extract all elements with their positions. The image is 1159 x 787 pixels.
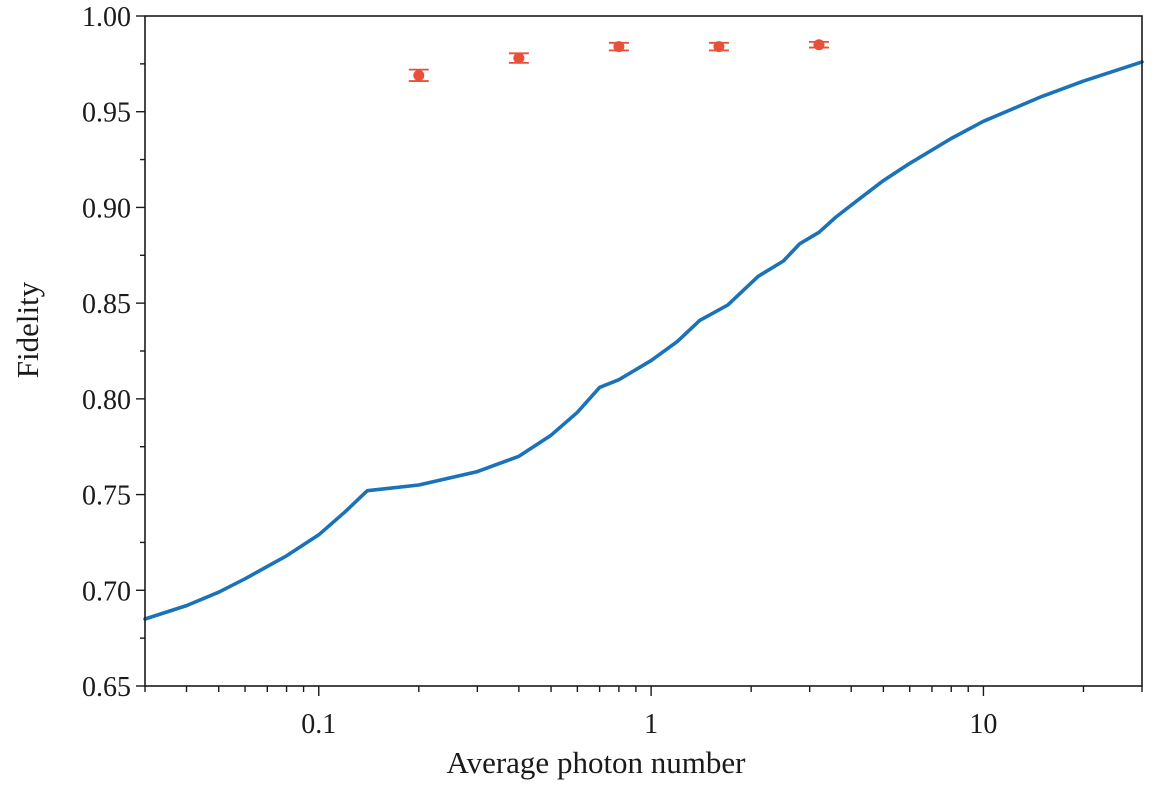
y-tick-label: 0.75 xyxy=(82,481,131,512)
data-point xyxy=(513,52,525,64)
series-line-0 xyxy=(143,60,1144,621)
data-point xyxy=(813,39,825,51)
y-tick-label: 1.00 xyxy=(82,2,131,33)
data-point-group xyxy=(508,52,529,64)
x-tick-label: 10 xyxy=(969,709,997,740)
data-point xyxy=(413,69,425,81)
data-point-group xyxy=(608,41,629,53)
y-tick-label: 0.95 xyxy=(82,98,131,129)
y-tick-label: 0.90 xyxy=(82,193,131,224)
tick-labels: 0.65 0.70 0.75 0.80 0.85 0.90 0.95 1.00 0.1 1 10 xyxy=(82,2,997,740)
data-point xyxy=(613,41,625,53)
x-tick-label: 1 xyxy=(644,709,658,740)
x-tick-label: 0.1 xyxy=(301,709,336,740)
y-tick-label: 0.70 xyxy=(82,576,131,607)
y-tick-label: 0.85 xyxy=(82,289,131,320)
y-axis-title: Fidelity xyxy=(10,281,45,378)
plot-frame xyxy=(144,15,1143,687)
x-axis-title: Average photon number xyxy=(447,745,747,780)
data-point-group xyxy=(708,41,729,53)
y-tick-label: 0.80 xyxy=(82,385,131,416)
y-tick-label: 0.65 xyxy=(82,672,131,703)
data-point-group xyxy=(408,68,429,82)
data-point-group xyxy=(808,39,829,51)
data-point xyxy=(713,41,725,53)
axis-ticks xyxy=(136,15,1143,696)
plot-series xyxy=(143,39,1144,621)
